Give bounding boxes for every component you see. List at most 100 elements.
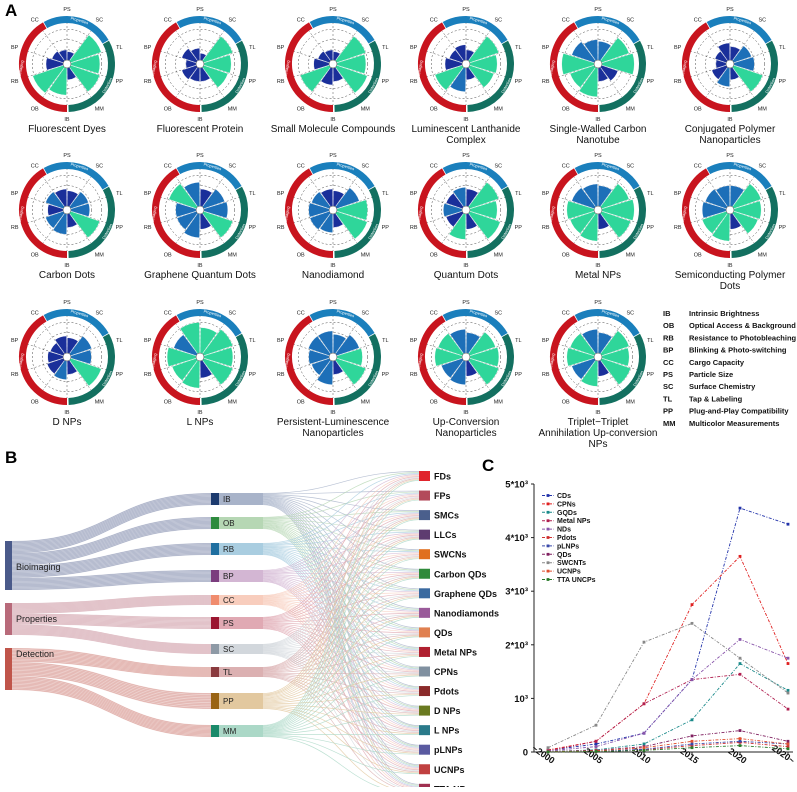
- sankey-mid-node: [211, 493, 219, 505]
- panel-label-c: C: [482, 456, 494, 475]
- radar-center: [63, 60, 71, 68]
- legend-label: CPNs: [557, 501, 576, 508]
- data-point: [739, 729, 742, 732]
- radar-axis-label-ib: IB: [463, 410, 469, 416]
- sankey-target-node: [419, 745, 430, 755]
- sankey-mid-node: [211, 543, 219, 555]
- series-line-gqds: [548, 664, 788, 752]
- radar-axis-label-ob: OB: [164, 107, 172, 113]
- radar-axis-label-rb: RB: [277, 372, 285, 378]
- radar-axis-label-mm: MM: [494, 107, 504, 113]
- sankey-target-label: LLCs: [434, 530, 457, 540]
- radar-axis-label-ib: IB: [197, 410, 203, 416]
- radar-axis-label-cc: CC: [164, 164, 172, 170]
- radar-axis-label-sc: SC: [626, 311, 634, 317]
- radar-axis-label-cc: CC: [297, 164, 305, 170]
- data-point: [643, 746, 646, 749]
- panel-label-a: A: [5, 1, 17, 20]
- data-point: [595, 745, 598, 748]
- radar-axis-label-ob: OB: [562, 253, 570, 259]
- data-point: [547, 750, 550, 753]
- radar-axis-label-tl: TL: [249, 191, 255, 197]
- radar-axis-label-bp: BP: [144, 45, 152, 51]
- data-point: [691, 746, 694, 749]
- radar-axis-label-ps: PS: [63, 153, 71, 159]
- y-tick-label: 2*10³: [505, 640, 528, 651]
- sankey-target-node: [419, 627, 430, 637]
- radar-axis-label-sc: SC: [361, 311, 369, 317]
- data-point: [739, 673, 742, 676]
- data-point: [739, 657, 742, 660]
- radar-center: [726, 60, 734, 68]
- radar-axis-label-ob: OB: [164, 253, 172, 259]
- radar-axis-label-pp: PP: [647, 79, 655, 85]
- series-line-cds: [548, 508, 788, 750]
- sankey-mid-label: PS: [223, 619, 234, 628]
- radar-chart: BioimagingPropertiesDetectionIBOBRBBPCCP…: [271, 7, 396, 135]
- radar-axis-label-bp: BP: [144, 191, 152, 197]
- data-point: [643, 749, 646, 752]
- sankey-mid-node: [211, 570, 219, 582]
- radar-axis-label-ib: IB: [64, 117, 70, 123]
- radar-axis-label-cc: CC: [562, 311, 570, 317]
- sankey-target-label: L NPs: [434, 726, 459, 736]
- radar-chart: BioimagingPropertiesDetectionIBOBRBBPCCP…: [410, 300, 522, 439]
- sankey-group-label: Detection: [16, 649, 54, 659]
- sankey-target-label: UCNPs: [434, 765, 465, 775]
- sankey-target-node: [419, 510, 430, 520]
- sankey-target-node: [419, 608, 430, 618]
- radar-title: Nanodiamond: [302, 270, 364, 281]
- series-line-metal-nps: [548, 674, 788, 751]
- sankey-target-label: QDs: [434, 628, 453, 638]
- radar-axis-label-bp: BP: [410, 338, 418, 344]
- data-point: [739, 740, 742, 743]
- radar-axis-label-tl: TL: [116, 191, 122, 197]
- abbr-code-cc: CC: [663, 358, 674, 367]
- radar-center: [196, 353, 204, 361]
- sankey-mid-label: PP: [223, 697, 234, 706]
- radar-axis-label-ob: OB: [31, 400, 39, 406]
- radar-axis-label-bp: BP: [11, 191, 19, 197]
- sankey-target-label: FPs: [434, 491, 451, 501]
- legend-marker: [547, 553, 550, 556]
- radar-chart: BioimagingPropertiesDetectionIBOBRBBPCCP…: [542, 7, 654, 146]
- panel-label-b: B: [5, 448, 17, 467]
- radar-axis-label-ps: PS: [594, 7, 602, 13]
- radar-axis-label-ob: OB: [297, 253, 305, 259]
- radar-axis-label-pp: PP: [116, 225, 124, 231]
- sankey-mid-label: MM: [223, 727, 237, 736]
- radar-axis-label-ib: IB: [463, 117, 469, 123]
- radar-axis-label-rb: RB: [542, 372, 550, 378]
- radar-title: Small Molecule Compounds: [271, 124, 396, 135]
- sankey-group-label: Properties: [16, 614, 58, 624]
- radar-title: Carbon Dots: [39, 270, 95, 281]
- data-point: [787, 743, 790, 746]
- sankey-target-label: FDs: [434, 472, 451, 482]
- sankey-mid-node: [211, 667, 219, 677]
- legend-marker: [547, 545, 550, 548]
- radar-axis-label-ob: OB: [297, 107, 305, 113]
- radar-title: Graphene Quantum Dots: [144, 270, 256, 281]
- data-point: [595, 743, 598, 746]
- radar-axis-label-rb: RB: [144, 372, 152, 378]
- data-point: [595, 750, 598, 753]
- sankey-diagram: BioimagingPropertiesDetectionIBOBRBBPCCP…: [5, 471, 499, 787]
- legend-label: UCNPs: [557, 569, 581, 576]
- radar-title: Metal NPs: [575, 270, 621, 281]
- radar-axis-label-bp: BP: [277, 191, 285, 197]
- radar-title: Fluorescent Protein: [157, 124, 244, 135]
- radar-center: [462, 60, 470, 68]
- radar-axis-label-cc: CC: [430, 164, 438, 170]
- data-point: [739, 638, 742, 641]
- data-point: [787, 692, 790, 695]
- data-point: [691, 743, 694, 746]
- radar-axis-label-mm: MM: [95, 253, 105, 259]
- radar-axis-label-cc: CC: [31, 164, 39, 170]
- x-tick-label: 2005: [582, 746, 604, 766]
- radar-title: D NPs: [53, 417, 82, 428]
- sankey-target-node: [419, 471, 430, 481]
- radar-chart: BioimagingPropertiesDetectionIBOBRBBPCCP…: [144, 7, 256, 135]
